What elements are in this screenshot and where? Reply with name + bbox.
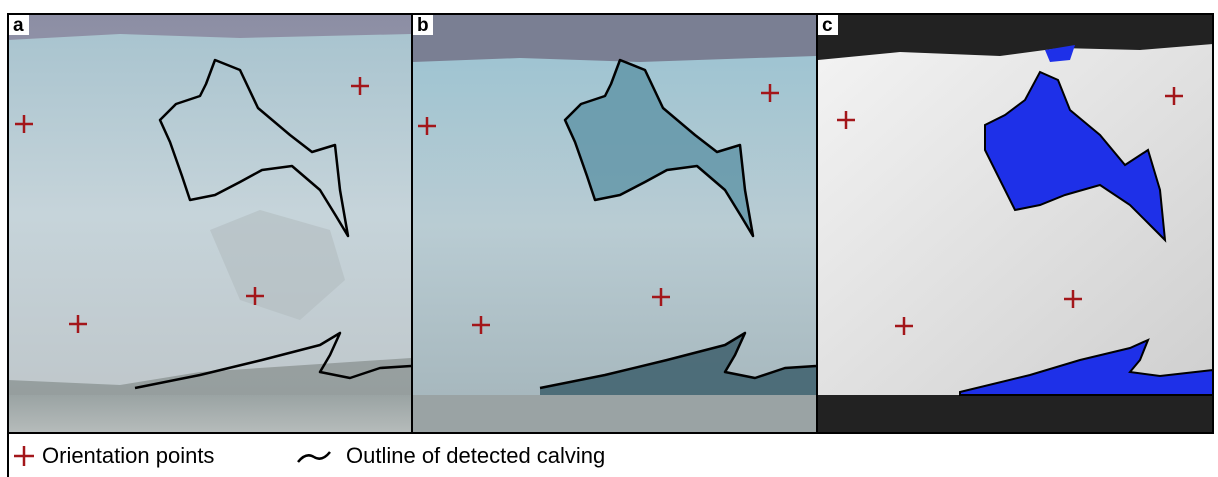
orientation-points — [15, 77, 1183, 335]
orientation-cross — [351, 77, 369, 95]
ice — [8, 34, 411, 395]
water — [413, 395, 816, 433]
ice-debris — [8, 358, 411, 395]
orientation-cross — [246, 287, 264, 305]
orientation-cross — [895, 317, 913, 335]
label-box — [9, 15, 29, 35]
orientation-cross — [69, 315, 87, 333]
orientation-cross — [15, 115, 33, 133]
ice-shade — [210, 210, 345, 320]
calving-outline — [539, 331, 817, 390]
calving-outline — [134, 331, 412, 390]
panel-label: c — [822, 15, 833, 36]
orientation-cross — [1064, 290, 1082, 308]
frame — [7, 13, 1214, 434]
orientation-cross — [472, 316, 490, 334]
water — [8, 395, 411, 433]
calving-area — [1045, 45, 1075, 62]
calving-area — [959, 338, 1214, 396]
panel-label: a — [13, 15, 24, 36]
ice — [413, 56, 816, 395]
calving-outline — [563, 58, 755, 238]
panel-a — [8, 14, 412, 433]
orientation-cross — [837, 111, 855, 129]
legend-cross — [14, 446, 34, 466]
orientation-cross — [761, 84, 779, 102]
label-box — [413, 15, 433, 35]
panel-c — [818, 14, 1214, 433]
legend-text: Outline of detected calving — [346, 443, 605, 468]
calving-outline — [158, 58, 350, 238]
legend-text: Orientation points — [42, 443, 214, 468]
orientation-cross — [652, 288, 670, 306]
panel-b — [413, 14, 817, 433]
orientation-cross — [418, 117, 436, 135]
calving-area — [984, 70, 1167, 243]
legend-line — [297, 451, 331, 463]
calving-area — [540, 333, 816, 395]
orientation-cross — [1165, 87, 1183, 105]
panel-label: b — [417, 15, 429, 36]
label-box — [818, 15, 838, 35]
surface — [818, 44, 1213, 395]
calving-area — [565, 60, 753, 236]
